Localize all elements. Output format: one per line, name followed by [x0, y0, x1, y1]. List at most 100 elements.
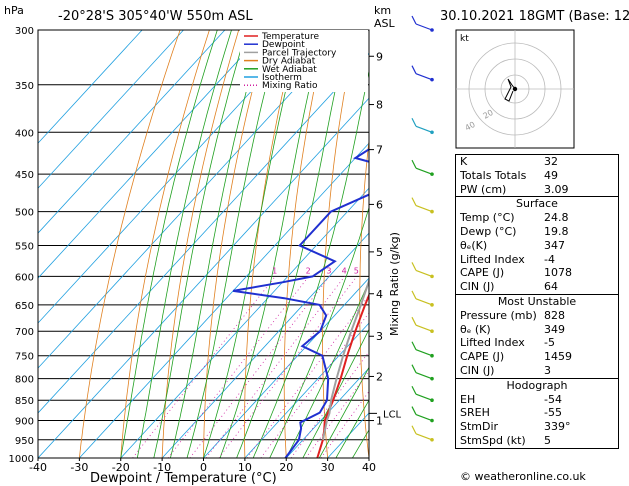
wind-barb-dot: [430, 77, 434, 82]
most-unstable-row: CAPE (J) 1459: [456, 350, 618, 364]
wind-barb-dot: [430, 329, 434, 334]
pressure-tick-label: 500: [15, 208, 34, 219]
wet-adiabat-line: [302, 328, 369, 458]
surface-value: 1078: [544, 266, 572, 280]
location-title: -20°28'S 305°40'W 550m ASL: [58, 9, 253, 24]
temperature-tick-label: -20: [112, 461, 130, 474]
pressure-tick-label: 850: [15, 396, 34, 407]
height-tick-label: 3: [376, 330, 383, 343]
hodograph-kt-label: kt: [460, 34, 469, 44]
most-unstable-value: -5: [544, 336, 555, 350]
hodograph-label: EH: [460, 392, 476, 406]
wind-barb-flag: [411, 406, 417, 415]
wind-barb: [415, 269, 433, 277]
wind-barb-flag: [411, 364, 417, 373]
wind-barb: [415, 205, 433, 213]
indices-box: K 32 Totals Totals 49 PW (cm) 3.09: [455, 154, 619, 198]
indices-table: K 32 Totals Totals 49 PW (cm) 3.09 Surface Te…: [455, 154, 619, 449]
wind-barb-dot: [430, 130, 434, 135]
wind-barb-flag: [411, 65, 417, 74]
most-unstable-row: Pressure (mb) 828: [456, 309, 618, 323]
mixing-ratio-label: 20: [436, 266, 446, 275]
legend-box: [240, 30, 368, 92]
most-unstable-value: 349: [544, 322, 565, 336]
most-unstable-label: CAPE (J): [460, 350, 505, 364]
index-value: 49: [544, 168, 558, 182]
most-unstable-label: θₑ (K): [460, 322, 491, 336]
wind-barb: [415, 393, 433, 401]
most-unstable-row: θₑ (K) 349: [456, 323, 618, 337]
hodograph-title: Hodograph: [506, 378, 568, 392]
isotherm-line: [38, 97, 369, 458]
most-unstable-box: Most Unstable Pressure (mb) 828 θₑ (K) 349 L…: [455, 293, 619, 379]
wind-barb-dot: [430, 274, 434, 279]
pressure-tick-label: 400: [15, 128, 34, 139]
surface-row: θₑ(K) 347: [456, 239, 618, 253]
wind-barb-flag: [411, 159, 417, 169]
surface-value: 24.8: [544, 211, 569, 225]
wind-barb: [415, 125, 433, 133]
hodograph-ring-label: 40: [464, 120, 477, 133]
index-label: Totals Totals: [460, 168, 527, 182]
isotherm-line: [38, 52, 369, 414]
height-tick-label: 4: [376, 288, 383, 301]
height-tick-label: 7: [376, 144, 383, 157]
isotherm-line: [285, 367, 369, 458]
wind-barb-dot: [430, 209, 434, 214]
temperature-tick-label: -10: [153, 461, 171, 474]
dry-adiabat-line: [203, 30, 269, 458]
wind-barb-dot: [430, 418, 434, 423]
temperature-tick-label: -40: [29, 461, 47, 474]
wet-adiabat-line: [269, 206, 369, 458]
footer-credit: © weatheronline.co.uk: [460, 470, 586, 483]
mixing-ratio-axis-label: Mixing Ratio (g/kg): [388, 232, 401, 336]
wet-adiabat-line: [252, 69, 369, 458]
pressure-tick-label: 1000: [9, 454, 34, 465]
temperature-tick-label: 40: [362, 461, 376, 474]
mixing-ratio-label: 4: [342, 266, 347, 275]
dry-adiabat-line: [244, 30, 298, 458]
wind-barb-dot: [430, 303, 434, 307]
height-tick-label: 8: [376, 99, 383, 112]
mixing-ratio-label: 2: [306, 266, 311, 275]
index-value: 32: [544, 155, 558, 168]
wind-barb-flag: [411, 341, 417, 351]
wind-barb-flag: [411, 117, 417, 127]
surface-label: Dewp (°C): [460, 224, 517, 238]
surface-row: Dewp (°C) 19.8: [456, 225, 618, 239]
hodograph-value: 5: [544, 433, 551, 447]
wet-adiabat-line: [136, 30, 232, 458]
wet-adiabat-line: [203, 30, 301, 458]
wet-adiabat-line: [335, 399, 369, 458]
hodograph-trace: [504, 78, 516, 102]
temperature-line: [316, 292, 369, 458]
surface-label: CIN (J): [460, 280, 495, 294]
most-unstable-label: Pressure (mb): [460, 308, 537, 322]
hodograph-box: Hodograph EH -54 SREH -55 StmDir 339° StmSpd (…: [455, 377, 619, 449]
surface-title: Surface: [516, 197, 558, 211]
height-tick-label: 6: [376, 198, 383, 211]
isotherm-line: [203, 277, 369, 458]
wind-barb-flag: [411, 197, 417, 206]
surface-label: CAPE (J): [460, 266, 505, 280]
wind-barb: [415, 298, 433, 306]
parcel-line: [321, 277, 369, 441]
pressure-tick-label: 300: [15, 26, 34, 37]
surface-row: CIN (J) 64: [456, 280, 618, 294]
dry-adiabat-line: [283, 30, 328, 458]
isotherm-line: [38, 30, 267, 279]
most-unstable-label: CIN (J): [460, 363, 495, 377]
surface-label: Lifted Index: [460, 252, 525, 266]
legend-label: Isotherm: [262, 73, 302, 83]
hodograph-label: SREH: [460, 406, 490, 420]
surface-row: Lifted Index -4: [456, 253, 618, 267]
hodograph-label: StmSpd (kt): [460, 433, 526, 447]
isotherm-line: [161, 232, 369, 458]
wind-barb-flag: [411, 385, 417, 395]
hodograph-label: StmDir: [460, 420, 499, 434]
isotherm-line: [244, 322, 369, 458]
wind-barb: [415, 324, 433, 332]
pressure-tick-label: 650: [15, 301, 34, 312]
dry-adiabat-line: [79, 30, 181, 458]
pressure-tick-label: 900: [15, 417, 34, 428]
